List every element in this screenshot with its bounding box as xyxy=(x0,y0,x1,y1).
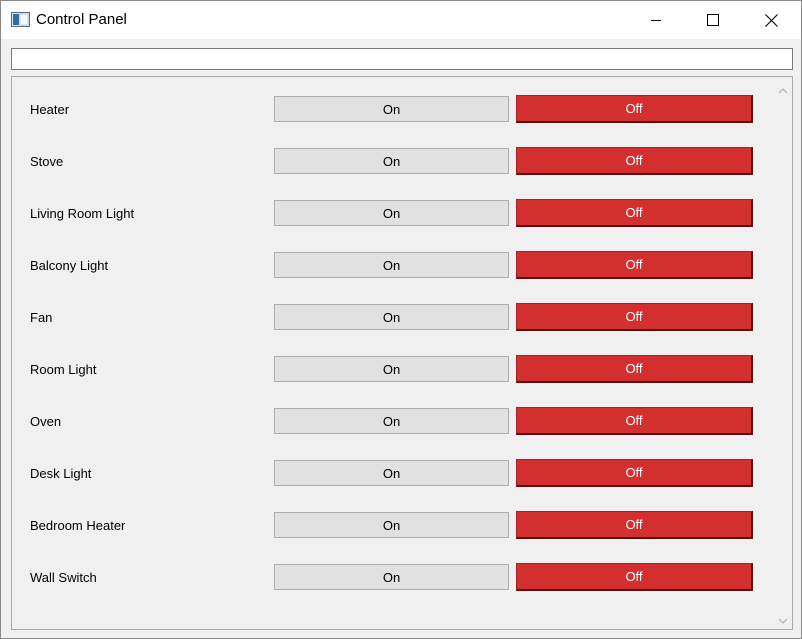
scroll-down-arrow-icon[interactable] xyxy=(778,613,788,624)
scroll-up-arrow-icon[interactable] xyxy=(778,83,788,94)
device-off-button[interactable]: Off xyxy=(516,147,753,175)
device-label: Desk Light xyxy=(30,466,92,481)
device-on-button[interactable]: On xyxy=(274,148,509,174)
device-off-button[interactable]: Off xyxy=(516,251,753,279)
close-icon xyxy=(764,13,778,27)
device-off-button[interactable]: Off xyxy=(516,511,753,539)
device-on-button[interactable]: On xyxy=(274,200,509,226)
minimize-button[interactable] xyxy=(628,1,684,39)
device-row: Bedroom Heater On Off xyxy=(12,511,774,540)
device-off-button[interactable]: Off xyxy=(516,563,753,591)
device-on-button[interactable]: On xyxy=(274,252,509,278)
device-on-button[interactable]: On xyxy=(274,512,509,538)
device-off-button[interactable]: Off xyxy=(516,407,753,435)
device-label: Stove xyxy=(30,154,64,169)
device-label: Room Light xyxy=(30,362,97,377)
device-row: Balcony Light On Off xyxy=(12,251,774,280)
device-label: Bedroom Heater xyxy=(30,518,126,533)
device-on-button[interactable]: On xyxy=(274,96,509,122)
device-list-panel: Heater On Off Stove On Off Living Room Light On… xyxy=(11,76,793,630)
device-on-button[interactable]: On xyxy=(274,304,509,330)
device-on-button[interactable]: On xyxy=(274,564,509,590)
device-off-button[interactable]: Off xyxy=(516,199,753,227)
device-row: Oven On Off xyxy=(12,407,774,436)
device-row: Fan On Off xyxy=(12,303,774,332)
device-on-button[interactable]: On xyxy=(274,408,509,434)
device-on-button[interactable]: On xyxy=(274,460,509,486)
device-row: Living Room Light On Off xyxy=(12,199,774,228)
maximize-button[interactable] xyxy=(685,1,741,39)
device-label: Fan xyxy=(30,310,53,325)
maximize-icon xyxy=(707,14,719,26)
device-off-button[interactable]: Off xyxy=(516,355,753,383)
device-label: Oven xyxy=(30,414,62,429)
device-row: Stove On Off xyxy=(12,147,774,176)
window-title: Control Panel xyxy=(36,11,127,28)
device-row: Room Light On Off xyxy=(12,355,774,384)
device-off-button[interactable]: Off xyxy=(516,459,753,487)
minimize-icon xyxy=(651,20,661,21)
device-row: Heater On Off xyxy=(12,95,774,124)
device-row: Desk Light On Off xyxy=(12,459,774,488)
device-row: Wall Switch On Off xyxy=(12,563,774,592)
device-on-button[interactable]: On xyxy=(274,356,509,382)
vertical-scrollbar[interactable] xyxy=(774,77,792,629)
close-button[interactable] xyxy=(743,1,799,39)
app-window-icon xyxy=(11,12,30,27)
top-text-field[interactable] xyxy=(11,48,793,70)
device-label: Living Room Light xyxy=(30,206,135,221)
title-bar[interactable]: Control Panel xyxy=(1,1,801,39)
device-label: Heater xyxy=(30,102,70,117)
device-label: Wall Switch xyxy=(30,570,97,585)
device-off-button[interactable]: Off xyxy=(516,303,753,331)
device-label: Balcony Light xyxy=(30,258,109,273)
device-off-button[interactable]: Off xyxy=(516,95,753,123)
